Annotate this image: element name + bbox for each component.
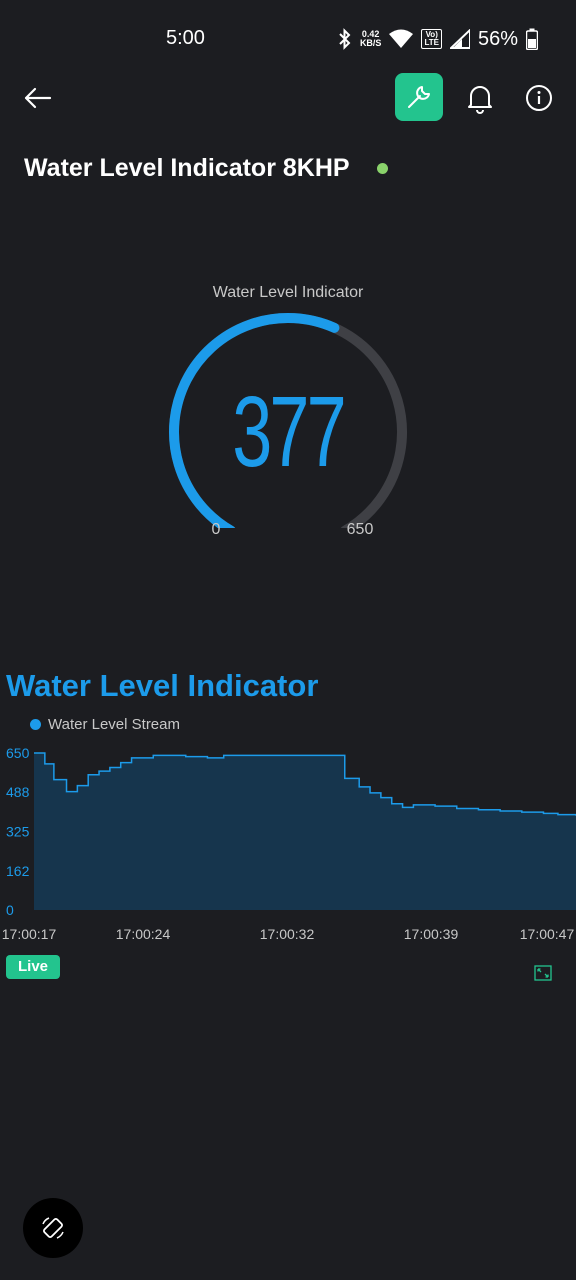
x-tick-label: 17:00:24	[116, 926, 171, 942]
arrow-left-icon	[24, 87, 52, 109]
battery-icon	[526, 28, 538, 50]
signal-icon	[449, 29, 470, 49]
network-speed: 0.42 KB/S	[360, 30, 382, 48]
gauge-min-label: 0	[211, 521, 221, 538]
device-title: Water Level Indicator 8KHP	[24, 154, 350, 182]
info-icon	[526, 85, 552, 111]
wrench-icon	[408, 86, 430, 108]
y-tick-label: 0	[6, 902, 14, 918]
y-tick-label: 162	[6, 863, 30, 879]
online-status-dot	[377, 163, 388, 174]
x-tick-label: 17:00:32	[260, 926, 315, 942]
gauge-label: Water Level Indicator	[212, 284, 364, 301]
bluetooth-icon	[339, 28, 351, 50]
x-tick-label: 17:00:47	[520, 926, 575, 942]
back-button[interactable]	[20, 80, 56, 116]
expand-icon	[534, 965, 552, 981]
series-area	[34, 753, 576, 910]
legend-label: Water Level Stream	[48, 716, 180, 733]
volte-bottom: LTE	[424, 38, 439, 47]
gauge-max-label: 650	[346, 521, 374, 538]
volte-top: Vo)	[425, 30, 438, 39]
gauge-value: 377	[232, 376, 346, 488]
rotate-screen-button[interactable]	[23, 1198, 83, 1258]
wifi-icon	[389, 29, 414, 48]
status-icons: 0.42 KB/S Vo) LTE 56%	[338, 24, 538, 54]
x-tick-label: 17:00:17	[2, 926, 57, 942]
gauge-fill	[169, 313, 340, 528]
notifications-button[interactable]	[462, 80, 498, 116]
series-line	[34, 752, 576, 816]
net-speed-unit: KB/S	[359, 38, 382, 48]
fullscreen-button[interactable]	[533, 963, 553, 983]
gauge-dial	[169, 313, 407, 528]
volte-icon: Vo) LTE	[421, 29, 442, 49]
status-time: 5:00	[166, 27, 205, 49]
net-speed-value: 0.42	[361, 29, 380, 39]
legend-dot	[30, 719, 41, 730]
bell-icon	[468, 86, 492, 114]
chart-legend[interactable]: Water Level Stream	[30, 716, 180, 733]
chart-title: Water Level Indicator	[6, 668, 319, 703]
battery-percent: 56%	[477, 27, 518, 50]
settings-wrench-button[interactable]	[395, 73, 443, 121]
y-tick-label: 650	[6, 745, 30, 761]
y-tick-label: 325	[6, 824, 30, 840]
chart-area[interactable]: 650 488 325 162 0 17:00:17 17:00:24 17:00:32 17:…	[0, 740, 576, 950]
live-badge[interactable]: Live	[6, 955, 60, 979]
y-tick-label: 488	[6, 784, 30, 800]
info-button[interactable]	[521, 80, 557, 116]
rotate-icon	[42, 1217, 64, 1239]
x-tick-label: 17:00:39	[404, 926, 459, 942]
